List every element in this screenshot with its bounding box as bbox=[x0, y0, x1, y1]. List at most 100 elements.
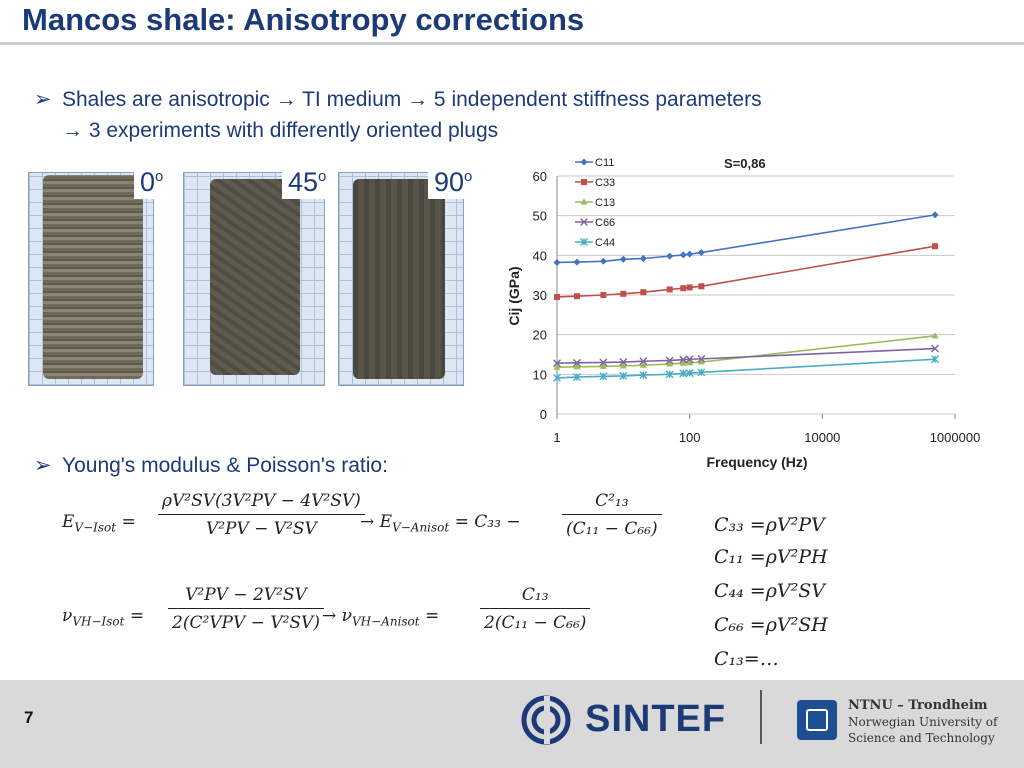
data-point bbox=[931, 344, 940, 353]
e-isot-lhs: EV−Isot = bbox=[62, 512, 136, 535]
data-point bbox=[679, 251, 687, 259]
data-point bbox=[666, 286, 673, 293]
footer-separator bbox=[760, 690, 762, 744]
data-point bbox=[666, 252, 674, 260]
data-point bbox=[679, 355, 688, 364]
series-line-c13 bbox=[556, 335, 936, 368]
legend-label: C11 bbox=[595, 157, 614, 169]
stiffness-frequency-chart: 0 10 20 30 40 50 60 1 100 10000 1000000 C11 C33 C13 C… bbox=[506, 156, 980, 470]
angle-value: 90 bbox=[434, 167, 465, 197]
shale-plug-90 bbox=[353, 179, 445, 379]
data-point bbox=[685, 369, 694, 378]
angle-value: 45 bbox=[288, 167, 319, 197]
shale-plug-45 bbox=[210, 179, 300, 375]
series-line-c66 bbox=[556, 347, 936, 365]
data-point bbox=[573, 258, 581, 266]
series-line-c44 bbox=[556, 358, 936, 379]
data-point bbox=[580, 218, 588, 226]
y-tick-label: 40 bbox=[533, 248, 547, 263]
data-point bbox=[931, 355, 940, 364]
sample-photo-90deg bbox=[338, 172, 464, 386]
y-tick-label: 60 bbox=[533, 169, 547, 184]
data-point bbox=[553, 363, 561, 370]
data-point bbox=[697, 358, 705, 365]
data-point bbox=[665, 370, 674, 379]
angle-value: 0 bbox=[140, 167, 156, 197]
footer-bar bbox=[0, 680, 1024, 768]
e-isot-denominator: V²PV − V²SV bbox=[158, 514, 365, 543]
x-tick-label: 10000 bbox=[804, 430, 840, 445]
ntnu-line1: NTNU – Trondheim bbox=[848, 698, 988, 713]
data-point bbox=[581, 179, 587, 185]
data-point bbox=[619, 255, 627, 263]
ntnu-line3: Science and Technology bbox=[848, 731, 995, 745]
data-point bbox=[679, 369, 688, 378]
nu-isot-denominator: 2(C²VPV − V²SV) bbox=[168, 608, 324, 637]
data-point bbox=[680, 285, 687, 292]
data-point bbox=[932, 243, 939, 250]
c44-relation: C₄₄ =ρV²SV bbox=[714, 580, 825, 602]
angle-label-90: 90o bbox=[428, 160, 479, 199]
page-number: 7 bbox=[24, 708, 34, 727]
angle-label-45: 45o bbox=[282, 160, 333, 199]
e-anisot-lhs: → EV−Anisot = C₃₃ − bbox=[360, 512, 521, 535]
data-point bbox=[698, 283, 705, 290]
data-point bbox=[640, 289, 647, 296]
data-point bbox=[580, 238, 588, 246]
data-point bbox=[580, 198, 588, 205]
data-point bbox=[619, 358, 628, 367]
data-point bbox=[619, 362, 627, 369]
nu-anisot-numerator: C₁₃ bbox=[521, 585, 549, 605]
data-point bbox=[686, 284, 693, 291]
data-point bbox=[619, 371, 628, 380]
nu-anisot-fraction: C₁₃ 2(C₁₁ − C₆₆) bbox=[480, 582, 591, 637]
sample-photo-45deg bbox=[183, 172, 325, 386]
chart-ylabel: Cij (GPa) bbox=[506, 266, 522, 325]
legend-label: C33 bbox=[595, 177, 615, 189]
data-point bbox=[572, 358, 581, 367]
e-isot-fraction: ρV²SV(3V²PV − 4V²SV) V²PV − V²SV bbox=[158, 488, 365, 543]
c33-relation: C₃₃ =ρV²PV bbox=[714, 514, 825, 536]
data-point bbox=[599, 257, 607, 265]
x-tick-label: 100 bbox=[679, 430, 701, 445]
nu-anisot-lhs: → νVH−Anisot = bbox=[322, 606, 440, 629]
data-point bbox=[580, 158, 588, 166]
data-point bbox=[639, 371, 648, 380]
data-point bbox=[931, 211, 939, 219]
data-point bbox=[599, 372, 608, 381]
shale-plug-0 bbox=[43, 175, 143, 379]
data-point bbox=[620, 290, 627, 297]
data-point bbox=[573, 293, 580, 300]
series-line-c11 bbox=[556, 214, 936, 264]
e-anisot-numerator: C²₁₃ bbox=[595, 491, 629, 511]
data-point bbox=[553, 373, 561, 382]
chart-title: S=0,86 bbox=[724, 156, 766, 171]
e-anisot-fraction: C²₁₃ (C₁₁ − C₆₆) bbox=[562, 488, 662, 543]
data-point bbox=[686, 250, 694, 258]
angle-unit: o bbox=[464, 168, 473, 185]
data-point bbox=[666, 360, 674, 367]
data-point bbox=[639, 255, 647, 263]
bullet-text: Young's modulus & Poisson's ratio: bbox=[62, 454, 388, 477]
chart-xlabel: Frequency (Hz) bbox=[706, 454, 807, 470]
data-point bbox=[686, 359, 694, 366]
sample-photo-0deg bbox=[28, 172, 154, 386]
data-point bbox=[685, 355, 694, 364]
bullet-youngs-poisson: ➢ Young's modulus & Poisson's ratio: bbox=[34, 452, 388, 480]
sintef-logo-icon bbox=[521, 695, 571, 745]
data-point bbox=[697, 368, 706, 377]
ntnu-wordmark: NTNU – Trondheim Norwegian University of… bbox=[848, 698, 997, 746]
c13-relation: C₁₃=… bbox=[714, 648, 779, 670]
sintef-wordmark: SINTEF bbox=[585, 698, 727, 740]
data-point bbox=[600, 292, 607, 298]
data-point bbox=[599, 358, 608, 367]
e-anisot-denominator: (C₁₁ − C₆₆) bbox=[562, 514, 662, 543]
slide-title: Mancos shale: Anisotropy corrections bbox=[22, 2, 585, 37]
bullet-experiments: → 3 experiments with differently oriente… bbox=[62, 119, 499, 142]
data-point bbox=[665, 356, 674, 365]
data-point bbox=[679, 359, 687, 366]
data-point bbox=[639, 361, 647, 368]
bullet-anisotropic: ➢ Shales are anisotropic → TI medium → 5 … bbox=[34, 86, 762, 114]
data-point bbox=[697, 354, 706, 363]
angle-unit: o bbox=[318, 168, 327, 185]
